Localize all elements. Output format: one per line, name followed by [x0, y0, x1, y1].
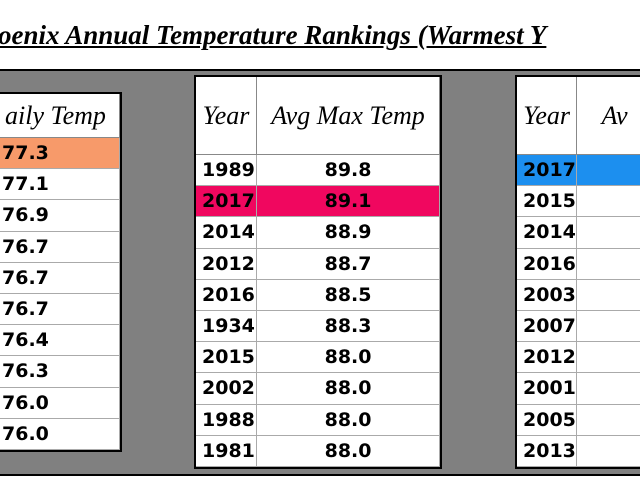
column-header: Year [517, 77, 578, 154]
table-row: 77.3 [0, 138, 120, 170]
cell: 89.8 [257, 155, 440, 186]
cell: 2012 [517, 342, 578, 373]
table-row: 2003 [517, 279, 640, 311]
table-row: 76.7 [0, 262, 120, 294]
cell: 2005 [517, 404, 578, 435]
table-row: 76.0 [0, 418, 120, 450]
cell: 88.9 [257, 217, 440, 248]
header-row: Year Av [517, 77, 640, 155]
cell [577, 155, 640, 185]
cell: 2015 [196, 342, 258, 373]
cell: 88.0 [257, 435, 440, 466]
table-row: 76.9 [0, 200, 120, 232]
table-row: 2001 [517, 373, 640, 405]
cell [577, 249, 640, 279]
table-row: 2015 88.0 [196, 342, 440, 374]
cell: 2013 [517, 435, 578, 466]
column-header: Av [577, 77, 640, 154]
table-row: 1934 88.3 [196, 310, 440, 343]
cell: 2003 [517, 279, 578, 310]
cell: 88.5 [257, 279, 440, 310]
table-row: 2014 88.9 [196, 217, 440, 249]
cell: 76.7 [0, 231, 120, 262]
cell: 1989 [196, 155, 258, 186]
table-row: 76.7 [0, 293, 120, 326]
cell: 2017 [517, 155, 578, 186]
cell [577, 217, 640, 247]
table-row: 2016 [517, 248, 640, 280]
cell: 76.7 [0, 262, 120, 293]
cell: 2016 [517, 248, 578, 279]
cell: 2012 [196, 248, 258, 279]
cell: 2014 [517, 217, 578, 248]
table-row: 2017 89.1 [196, 186, 440, 218]
cell: 77.1 [0, 169, 120, 200]
cell: 2001 [517, 373, 578, 404]
table: Year Avg Max Temp 1989 89.8 2017 89.1 2014 88.9… [194, 75, 442, 469]
cell: 2002 [196, 373, 258, 404]
column-header: Avg Max Temp [257, 77, 440, 154]
table: Year Av 2017 2015 2014 2016 2003 2007 2012 2001 20… [515, 75, 640, 469]
cell: 1981 [196, 435, 258, 466]
cell: 2016 [196, 279, 258, 310]
table-row: 76.3 [0, 356, 120, 388]
cell: 1934 [196, 310, 258, 342]
table-row: 2005 [517, 404, 640, 436]
table-row: 2015 [517, 186, 640, 218]
table-row: 2012 88.7 [196, 248, 440, 280]
cell: 2015 [517, 186, 578, 217]
cell [577, 186, 640, 216]
cell: 2017 [196, 186, 258, 217]
table-row: 1988 88.0 [196, 404, 440, 436]
table-row: 1989 89.8 [196, 155, 440, 187]
cell: 76.4 [0, 325, 120, 356]
table-row: 2016 88.5 [196, 279, 440, 311]
table-row: 76.4 [0, 325, 120, 357]
table-row: 2017 [517, 155, 640, 187]
table-row: 2013 [517, 435, 640, 467]
column-header: Year [196, 77, 258, 154]
table-row: 77.1 [0, 169, 120, 201]
cell: 2014 [196, 217, 258, 248]
cell: 76.0 [0, 418, 120, 449]
cell: 88.7 [257, 248, 440, 279]
cell: 88.0 [257, 404, 440, 435]
table-row: 2007 [517, 310, 640, 343]
cell: 76.3 [0, 356, 120, 387]
cell: 76.7 [0, 293, 120, 325]
table-row: 76.0 [0, 387, 120, 419]
table-row: 1981 88.0 [196, 435, 440, 467]
cell [577, 436, 640, 466]
table-row: 2012 [517, 342, 640, 374]
header-row: aily Temp [0, 94, 120, 138]
cell: 89.1 [257, 186, 440, 217]
cell [577, 405, 640, 435]
cell: 77.3 [0, 138, 120, 169]
table-row: 2002 88.0 [196, 373, 440, 405]
table-row: 76.7 [0, 231, 120, 263]
cell: 76.0 [0, 387, 120, 418]
cell [577, 342, 640, 372]
header-row: Year Avg Max Temp [196, 77, 440, 155]
cell: 88.0 [257, 342, 440, 373]
cell: 88.3 [257, 310, 440, 342]
cell: 76.9 [0, 200, 120, 231]
cell [577, 373, 640, 403]
cell: 1988 [196, 404, 258, 435]
table-row: 2014 [517, 217, 640, 249]
cell: 88.0 [257, 373, 440, 404]
cell [577, 280, 640, 310]
cell: 2007 [517, 310, 578, 342]
cell [577, 311, 640, 341]
title: oenix Annual Temperature Rankings (Warme… [0, 20, 547, 50]
column-header: aily Temp [0, 94, 120, 137]
table: aily Temp 77.3 77.1 76.9 76.7 76.7 76.7 76.4 76.… [0, 92, 122, 452]
